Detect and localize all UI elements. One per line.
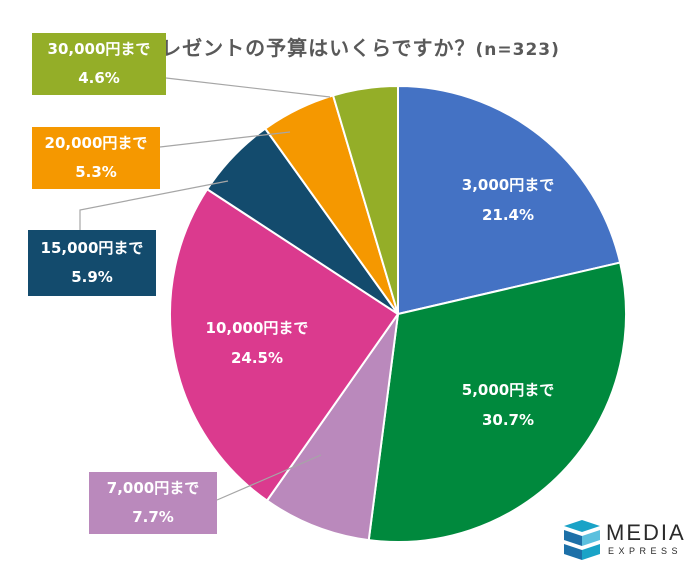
- slice-label-5000: 5,000円まで 30.7%: [448, 375, 568, 435]
- callout-20000-category: 20,000円まで: [44, 134, 148, 152]
- callout-7000-value: 7.7%: [132, 508, 174, 526]
- leader-line-20000: [159, 131, 291, 148]
- chart-title: プレゼントの予算はいくらですか？(n=323): [0, 32, 700, 61]
- slice-label-3000-category: 3,000円まで: [461, 176, 555, 194]
- pie-slice-5000: [367, 261, 627, 543]
- media-express-logo-icon: [564, 520, 600, 560]
- pie-slice-10000: [169, 187, 400, 503]
- logo-wordmark: MEDIA: [606, 520, 686, 545]
- pie-slice-30000: [331, 84, 399, 315]
- callout-7000: 7,000円まで 7.7%: [89, 472, 217, 534]
- slice-label-5000-category: 5,000円まで: [461, 381, 555, 399]
- callout-15000: 15,000円まで 5.9%: [28, 230, 156, 296]
- slice-label-10000-value: 24.5%: [230, 349, 284, 367]
- pie-slice-7000: [265, 313, 399, 542]
- slice-label-3000-value: 21.4%: [481, 206, 535, 224]
- logo-subtitle: EXPRESS: [608, 546, 683, 556]
- callout-30000-category: 30,000円まで: [47, 40, 151, 58]
- chart-title-text: プレゼントの予算はいくらですか？: [140, 36, 476, 60]
- slice-label-5000-value: 30.7%: [481, 411, 535, 429]
- callout-15000-value: 5.9%: [71, 268, 113, 286]
- chart-title-sample-size: (n=323): [475, 40, 560, 60]
- callout-15000-category: 15,000円まで: [40, 239, 144, 257]
- slice-label-10000: 10,000円まで 24.5%: [192, 313, 322, 373]
- slice-label-3000: 3,000円まで 21.4%: [448, 170, 568, 230]
- leader-line-7000: [216, 454, 322, 501]
- callout-30000-value: 4.6%: [78, 69, 120, 87]
- leader-line-15000: [79, 180, 229, 230]
- callout-7000-category: 7,000円まで: [106, 479, 200, 497]
- callout-20000-value: 5.3%: [75, 163, 117, 181]
- leader-line-30000: [165, 77, 331, 98]
- media-express-logo: MEDIA EXPRESS: [562, 518, 697, 564]
- pie-slice-3000: [397, 84, 622, 316]
- slice-label-10000-category: 10,000円まで: [205, 319, 309, 337]
- callout-20000: 20,000円まで 5.3%: [32, 127, 160, 189]
- callout-30000: 30,000円まで 4.6%: [32, 33, 166, 95]
